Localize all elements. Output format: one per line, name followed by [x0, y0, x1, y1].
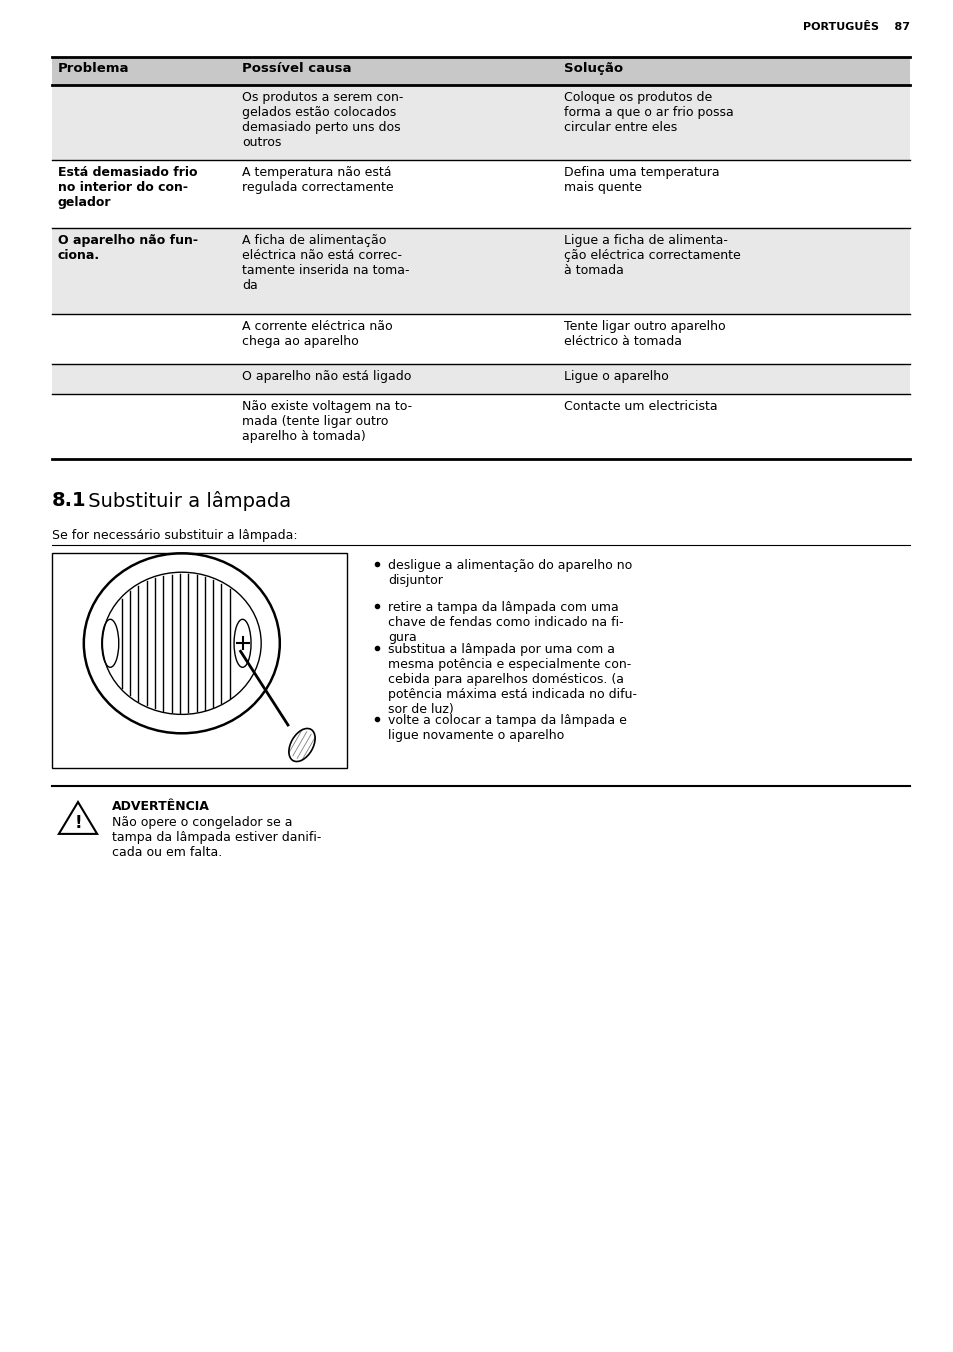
Text: ADVERTÊNCIA: ADVERTÊNCIA — [112, 800, 210, 813]
Bar — [52, 228, 909, 314]
Text: Está demasiado frio
no interior do con-
gelador: Está demasiado frio no interior do con- … — [58, 166, 197, 210]
Bar — [52, 85, 909, 160]
Text: 8.1: 8.1 — [52, 491, 87, 510]
Text: Não existe voltagem na to-
mada (tente ligar outro
aparelho à tomada): Não existe voltagem na to- mada (tente l… — [242, 400, 412, 443]
Text: Os produtos a serem con-
gelados estão colocados
demasiado perto uns dos
outros: Os produtos a serem con- gelados estão c… — [242, 91, 403, 149]
Text: Contacte um electricista: Contacte um electricista — [563, 400, 717, 412]
Text: Possível causa: Possível causa — [242, 62, 352, 74]
Text: Ligue o aparelho: Ligue o aparelho — [563, 370, 668, 383]
Bar — [52, 364, 909, 393]
Text: O aparelho não fun-
ciona.: O aparelho não fun- ciona. — [58, 234, 198, 262]
Polygon shape — [59, 802, 97, 834]
Text: Problema: Problema — [58, 62, 130, 74]
Text: Tente ligar outro aparelho
eléctrico à tomada: Tente ligar outro aparelho eléctrico à t… — [563, 320, 725, 347]
Text: O aparelho não está ligado: O aparelho não está ligado — [242, 370, 412, 383]
Ellipse shape — [289, 729, 314, 761]
Text: A ficha de alimentação
eléctrica não está correc-
tamente inserida na toma-
da: A ficha de alimentação eléctrica não est… — [242, 234, 410, 292]
Text: Coloque os produtos de
forma a que o ar frio possa
circular entre eles: Coloque os produtos de forma a que o ar … — [563, 91, 733, 134]
Text: Não opere o congelador se a
tampa da lâmpada estiver danifi-
cada ou em falta.: Não opere o congelador se a tampa da lâm… — [112, 817, 321, 859]
Text: Se for necessário substituir a lâmpada:: Se for necessário substituir a lâmpada: — [52, 529, 297, 542]
Text: A temperatura não está
regulada correctamente: A temperatura não está regulada correcta… — [242, 166, 394, 193]
Bar — [52, 553, 347, 768]
Text: Ligue a ficha de alimenta-
ção eléctrica correctamente
à tomada: Ligue a ficha de alimenta- ção eléctrica… — [563, 234, 740, 277]
Text: PORTUGUÊS    87: PORTUGUÊS 87 — [802, 22, 909, 32]
Text: retire a tampa da lâmpada com uma
chave de fendas como indicado na fi-
gura: retire a tampa da lâmpada com uma chave … — [388, 602, 623, 644]
Text: A corrente eléctrica não
chega ao aparelho: A corrente eléctrica não chega ao aparel… — [242, 320, 393, 347]
Text: desligue a alimentação do aparelho no
disjuntor: desligue a alimentação do aparelho no di… — [388, 558, 632, 587]
Text: Substituir a lâmpada: Substituir a lâmpada — [82, 491, 291, 511]
Text: substitua a lâmpada por uma com a
mesma potência e especialmente con-
cebida par: substitua a lâmpada por uma com a mesma … — [388, 644, 637, 717]
Text: Solução: Solução — [563, 62, 622, 74]
Text: !: ! — [74, 814, 82, 831]
Text: volte a colocar a tampa da lâmpada e
ligue novamente o aparelho: volte a colocar a tampa da lâmpada e lig… — [388, 714, 626, 742]
Bar — [52, 57, 909, 85]
Text: Defina uma temperatura
mais quente: Defina uma temperatura mais quente — [563, 166, 720, 193]
